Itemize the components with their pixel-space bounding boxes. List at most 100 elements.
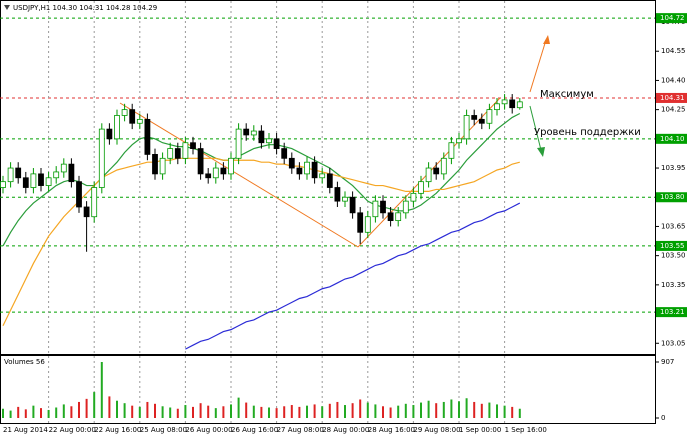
level-label: 104.72 bbox=[660, 14, 685, 22]
candle-body bbox=[364, 216, 371, 233]
candle-body bbox=[45, 177, 52, 186]
candle-body bbox=[456, 138, 462, 144]
candle-body bbox=[372, 200, 379, 218]
arrow-up bbox=[529, 39, 547, 93]
candle-body bbox=[326, 173, 333, 188]
candle-body bbox=[159, 157, 166, 175]
candle-body bbox=[0, 181, 6, 188]
candle-body bbox=[516, 101, 523, 109]
candle-body bbox=[395, 212, 402, 222]
level-label: 104.10 bbox=[660, 135, 685, 143]
candle-body bbox=[121, 109, 128, 116]
candle-body bbox=[418, 181, 424, 194]
candle-body bbox=[273, 138, 280, 149]
candle-body bbox=[250, 130, 257, 136]
y-tick-label: 103.35 bbox=[661, 281, 686, 289]
candle-body bbox=[136, 118, 143, 124]
candle-body bbox=[342, 196, 348, 202]
volume-label: Volumes 56 bbox=[4, 358, 45, 366]
candle-body bbox=[15, 167, 22, 179]
candle-body bbox=[266, 138, 272, 144]
candle-body bbox=[83, 206, 90, 218]
level-box bbox=[656, 240, 687, 251]
candle-body bbox=[433, 167, 440, 175]
candle-body bbox=[129, 109, 136, 124]
candle-body bbox=[296, 167, 303, 175]
y-tick-label: 104.25 bbox=[661, 106, 686, 114]
candle-body bbox=[220, 167, 227, 175]
moving-average bbox=[185, 202, 521, 350]
candle-body bbox=[212, 167, 219, 179]
candle-body bbox=[235, 128, 242, 159]
candle-body bbox=[68, 163, 75, 183]
trend-line bbox=[119, 102, 359, 248]
candle-body bbox=[174, 148, 181, 159]
candle-body bbox=[228, 157, 234, 175]
x-tick-label: 1 Sep 16:00 bbox=[505, 426, 547, 434]
y-tick-label: 103.65 bbox=[661, 222, 686, 230]
x-tick-label: 26 Aug 16:00 bbox=[231, 426, 278, 434]
annotation: Максимум bbox=[540, 89, 594, 100]
candle-body bbox=[182, 142, 189, 159]
candle-body bbox=[425, 167, 432, 183]
candle-body bbox=[440, 157, 447, 175]
candle-body bbox=[478, 118, 485, 124]
candle-body bbox=[494, 103, 500, 111]
candle-body bbox=[53, 171, 60, 179]
level-label: 103.80 bbox=[660, 193, 685, 201]
candle-body bbox=[91, 187, 98, 218]
level-label: 103.55 bbox=[660, 242, 685, 250]
candle-body bbox=[144, 118, 151, 155]
level-box bbox=[656, 192, 687, 203]
volume-tick-label: 0 bbox=[661, 414, 665, 422]
arrow-down bbox=[529, 105, 542, 151]
x-tick-label: 28 Aug 16:00 bbox=[368, 426, 415, 434]
volume-panel bbox=[0, 355, 656, 424]
level-label: 104.31 bbox=[660, 94, 685, 102]
candle-body bbox=[463, 115, 470, 140]
arrow-head bbox=[537, 147, 545, 157]
x-tick-label: 22 Aug 00:00 bbox=[49, 426, 96, 434]
candle-body bbox=[334, 187, 341, 202]
candle-body bbox=[22, 177, 29, 188]
candle-body bbox=[387, 212, 394, 222]
y-tick-label: 103.05 bbox=[661, 339, 686, 347]
candle-body bbox=[152, 154, 158, 175]
candle-body bbox=[402, 200, 409, 214]
level-box bbox=[656, 13, 687, 24]
x-tick-label: 22 Aug 16:00 bbox=[94, 426, 141, 434]
level-box bbox=[656, 92, 687, 103]
x-tick-label: 27 Aug 08:00 bbox=[277, 426, 324, 434]
candle-body bbox=[471, 115, 478, 120]
candle-body bbox=[7, 167, 14, 183]
x-tick-label: 25 Aug 08:00 bbox=[140, 426, 187, 434]
level-label: 103.21 bbox=[660, 308, 685, 316]
candle-body bbox=[197, 148, 204, 175]
candle-body bbox=[205, 173, 212, 179]
candle-body bbox=[410, 192, 417, 202]
volume-tick-label: 907 bbox=[661, 358, 674, 366]
candle-body bbox=[243, 128, 250, 136]
candle-body bbox=[349, 196, 356, 214]
candle-body bbox=[288, 157, 295, 169]
candle-body bbox=[357, 212, 364, 233]
candle-body bbox=[76, 181, 82, 208]
y-tick-label: 104.40 bbox=[661, 76, 686, 84]
candle-body bbox=[60, 163, 67, 173]
candle-body bbox=[106, 128, 113, 140]
level-box bbox=[656, 133, 687, 144]
candle-body bbox=[167, 148, 174, 159]
candle-body bbox=[501, 99, 508, 105]
candle-body bbox=[258, 130, 265, 144]
x-tick-label: 29 Aug 08:00 bbox=[413, 426, 460, 434]
y-tick-label: 103.95 bbox=[661, 164, 686, 172]
y-tick-label: 104.55 bbox=[661, 47, 686, 55]
level-box bbox=[656, 307, 687, 318]
symbol-icon bbox=[4, 5, 10, 10]
candle-body bbox=[281, 148, 288, 159]
annotation: Уровень поддержки bbox=[534, 127, 641, 138]
candle-body bbox=[380, 200, 386, 214]
candle-body bbox=[190, 142, 196, 149]
x-tick-label: 26 Aug 00:00 bbox=[185, 426, 232, 434]
